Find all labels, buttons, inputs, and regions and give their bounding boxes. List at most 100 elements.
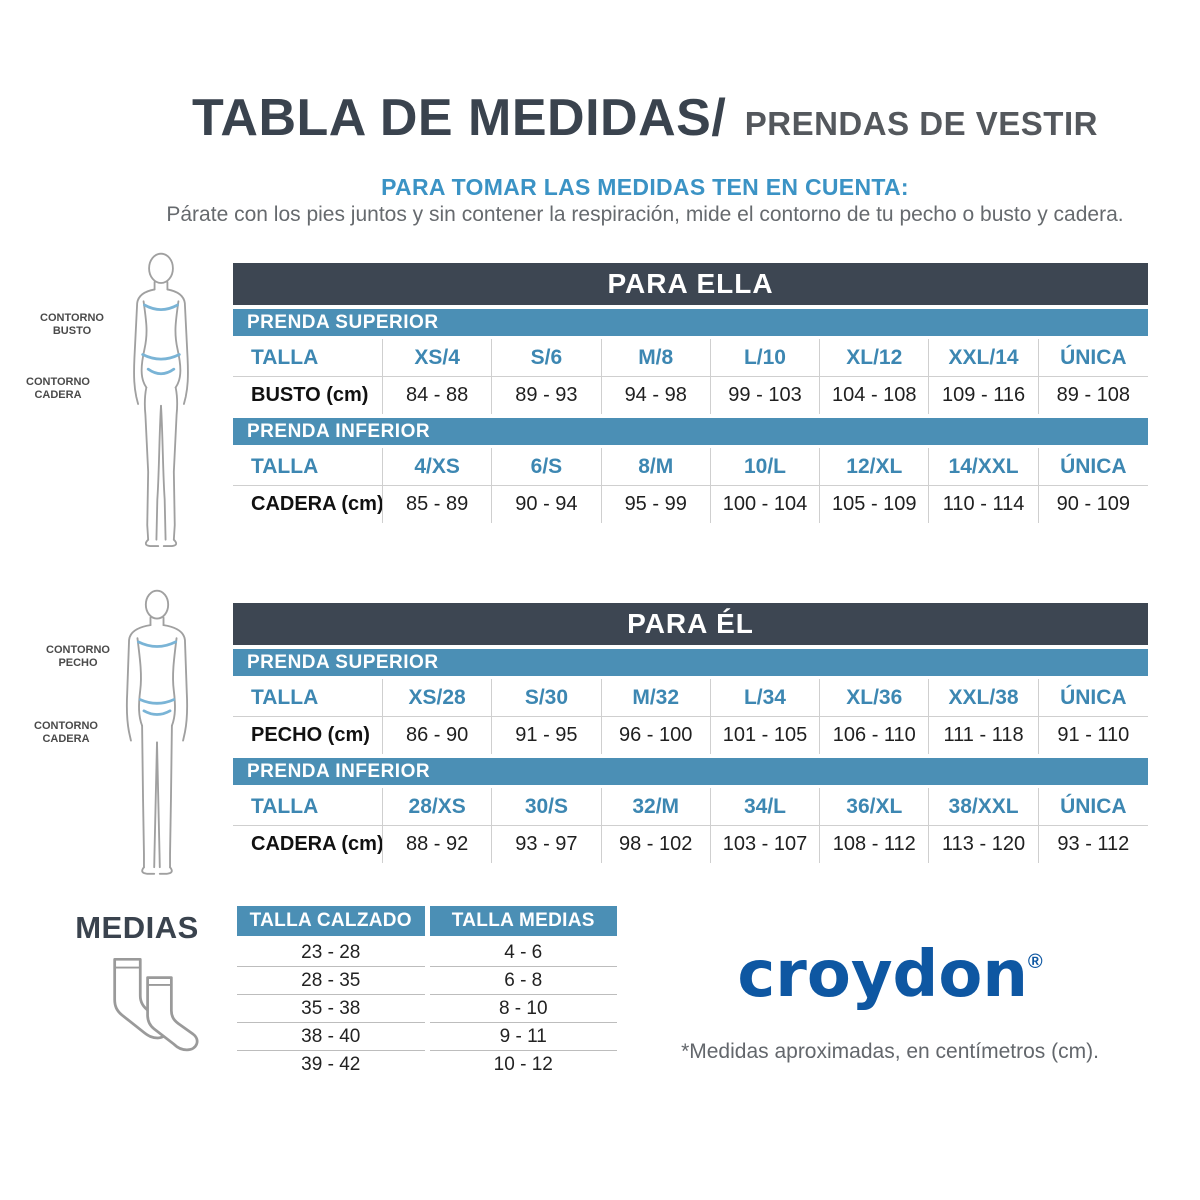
size-row-label: TALLA bbox=[233, 339, 383, 376]
measure-cell: 109 - 116 bbox=[929, 377, 1039, 414]
measure-cell: 110 - 114 bbox=[929, 486, 1039, 523]
medias-cell: 38 - 40 bbox=[237, 1023, 425, 1051]
size-cell: M/32 bbox=[602, 679, 711, 716]
size-cell: 10/L bbox=[711, 448, 821, 485]
measure-cell: 104 - 108 bbox=[820, 377, 930, 414]
measure-cell: 84 - 88 bbox=[383, 377, 493, 414]
size-cell: 32/M bbox=[602, 788, 711, 825]
measure-row-label: BUSTO (cm) bbox=[233, 377, 383, 414]
measure-cell: 99 - 103 bbox=[711, 377, 821, 414]
medias-cell: 8 - 10 bbox=[429, 995, 617, 1023]
measure-cell: 111 - 118 bbox=[929, 717, 1039, 754]
measure-row: CADERA (cm) 88 - 92 93 - 97 98 - 102 103… bbox=[233, 826, 1148, 863]
size-row-label: TALLA bbox=[233, 679, 383, 716]
measure-cell: 95 - 99 bbox=[602, 486, 711, 523]
measure-row: PECHO (cm) 86 - 90 91 - 95 96 - 100 101 … bbox=[233, 717, 1148, 754]
measure-cell: 90 - 109 bbox=[1056, 493, 1131, 515]
medias-cell: 10 - 12 bbox=[493, 1054, 553, 1075]
size-cell: S/30 bbox=[492, 679, 602, 716]
size-cell: L/34 bbox=[711, 679, 821, 716]
table-para-ella: PARA ELLA PRENDA SUPERIOR TALLA XS/4 S/6… bbox=[233, 263, 1148, 527]
measure-cell: 113 - 120 bbox=[929, 826, 1039, 863]
medias-row: 39 - 42 10 - 12 bbox=[237, 1051, 617, 1078]
size-cell: ÚNICA bbox=[1060, 455, 1127, 478]
brand-logo: croydon® bbox=[640, 938, 1140, 1012]
medias-table: TALLA CALZADO TALLA MEDIAS 23 - 28 4 - 6… bbox=[237, 906, 617, 1078]
medias-row: 35 - 38 8 - 10 bbox=[237, 995, 617, 1023]
size-cell: 4/XS bbox=[383, 448, 493, 485]
medias-cell: 4 - 6 bbox=[429, 939, 617, 967]
measure-cell: 101 - 105 bbox=[711, 717, 821, 754]
medias-section-label: MEDIAS bbox=[75, 910, 199, 945]
size-cell: 6/S bbox=[492, 448, 602, 485]
table-title: PARA ELLA bbox=[233, 263, 1148, 305]
section-bar-superior: PRENDA SUPERIOR bbox=[233, 309, 1148, 336]
brand-name: croydon bbox=[737, 938, 1028, 1012]
medias-header-calzado: TALLA CALZADO bbox=[237, 906, 425, 936]
size-cell: 38/XXL bbox=[929, 788, 1039, 825]
table-title: PARA ÉL bbox=[233, 603, 1148, 645]
medias-cell: 35 - 38 bbox=[237, 995, 425, 1023]
medias-cell: 6 - 8 bbox=[429, 967, 617, 995]
section-bar-inferior: PRENDA INFERIOR bbox=[233, 418, 1148, 445]
size-cell: 28/XS bbox=[383, 788, 493, 825]
size-cell: ÚNICA bbox=[1060, 346, 1127, 369]
medias-cell: 9 - 11 bbox=[429, 1023, 617, 1051]
size-cell: L/10 bbox=[711, 339, 821, 376]
size-row: TALLA 4/XS 6/S 8/M 10/L 12/XL 14/XXL ÚNI… bbox=[233, 448, 1148, 486]
size-cell: 36/XL bbox=[820, 788, 930, 825]
section-bar-superior: PRENDA SUPERIOR bbox=[233, 649, 1148, 676]
size-cell: XL/12 bbox=[820, 339, 930, 376]
measure-cell: 86 - 90 bbox=[383, 717, 493, 754]
measure-cell: 89 - 108 bbox=[1056, 384, 1131, 406]
size-row: TALLA XS/28 S/30 M/32 L/34 XL/36 XXL/38 … bbox=[233, 679, 1148, 717]
title-sub: PRENDAS DE VESTIR bbox=[744, 105, 1098, 142]
size-cell: 12/XL bbox=[820, 448, 930, 485]
measure-cell: 105 - 109 bbox=[820, 486, 930, 523]
medias-cell: 28 - 35 bbox=[237, 967, 425, 995]
size-cell: S/6 bbox=[492, 339, 602, 376]
measure-cell: 88 - 92 bbox=[383, 826, 493, 863]
measure-cell: 103 - 107 bbox=[711, 826, 821, 863]
measure-cell: 91 - 110 bbox=[1057, 724, 1130, 746]
size-cell: M/8 bbox=[602, 339, 711, 376]
female-hip-label: CONTORNO CADERA bbox=[26, 376, 90, 401]
measure-cell: 91 - 95 bbox=[492, 717, 602, 754]
measure-row: BUSTO (cm) 84 - 88 89 - 93 94 - 98 99 - … bbox=[233, 377, 1148, 414]
intro-heading: PARA TOMAR LAS MEDIDAS TEN EN CUENTA: bbox=[381, 174, 909, 200]
male-chest-label: CONTORNO PECHO bbox=[46, 644, 110, 669]
size-cell: 30/S bbox=[492, 788, 602, 825]
measure-cell: 96 - 100 bbox=[602, 717, 711, 754]
measure-row-label: CADERA (cm) bbox=[233, 486, 383, 523]
medias-cell: 23 - 28 bbox=[237, 939, 425, 967]
male-hip-label: CONTORNO CADERA bbox=[34, 720, 98, 745]
table-para-el: PARA ÉL PRENDA SUPERIOR TALLA XS/28 S/30… bbox=[233, 603, 1148, 867]
male-figure-illustration bbox=[125, 589, 189, 875]
measure-cell: 100 - 104 bbox=[711, 486, 821, 523]
title-main: TABLA DE MEDIDAS/ bbox=[192, 89, 727, 147]
size-row-label: TALLA bbox=[233, 448, 383, 485]
measurements-footnote: *Medidas aproximadas, en centímetros (cm… bbox=[681, 1040, 1099, 1063]
measure-cell: 89 - 93 bbox=[492, 377, 602, 414]
measure-cell: 93 - 97 bbox=[492, 826, 602, 863]
size-cell: XS/28 bbox=[383, 679, 493, 716]
measure-cell: 94 - 98 bbox=[602, 377, 711, 414]
medias-row: 23 - 28 4 - 6 bbox=[237, 939, 617, 967]
measure-cell: 90 - 94 bbox=[492, 486, 602, 523]
medias-table-headers: TALLA CALZADO TALLA MEDIAS bbox=[237, 906, 617, 936]
size-row-label: TALLA bbox=[233, 788, 383, 825]
female-bust-label: CONTORNO BUSTO bbox=[40, 312, 104, 337]
measure-row-label: PECHO (cm) bbox=[233, 717, 383, 754]
size-cell: ÚNICA bbox=[1060, 795, 1127, 818]
medias-cell: 39 - 42 bbox=[301, 1054, 361, 1075]
intro-text: Párate con los pies juntos y sin contene… bbox=[166, 203, 1124, 226]
measure-row: CADERA (cm) 85 - 89 90 - 94 95 - 99 100 … bbox=[233, 486, 1148, 523]
size-cell: XS/4 bbox=[383, 339, 493, 376]
size-cell: XXL/14 bbox=[929, 339, 1039, 376]
socks-illustration bbox=[113, 957, 199, 1052]
size-cell: 8/M bbox=[602, 448, 711, 485]
measure-cell: 98 - 102 bbox=[602, 826, 711, 863]
measure-cell: 93 - 112 bbox=[1057, 833, 1130, 855]
size-cell: ÚNICA bbox=[1060, 686, 1127, 709]
page-title: TABLA DE MEDIDAS/ PRENDAS DE VESTIR bbox=[140, 88, 1150, 148]
